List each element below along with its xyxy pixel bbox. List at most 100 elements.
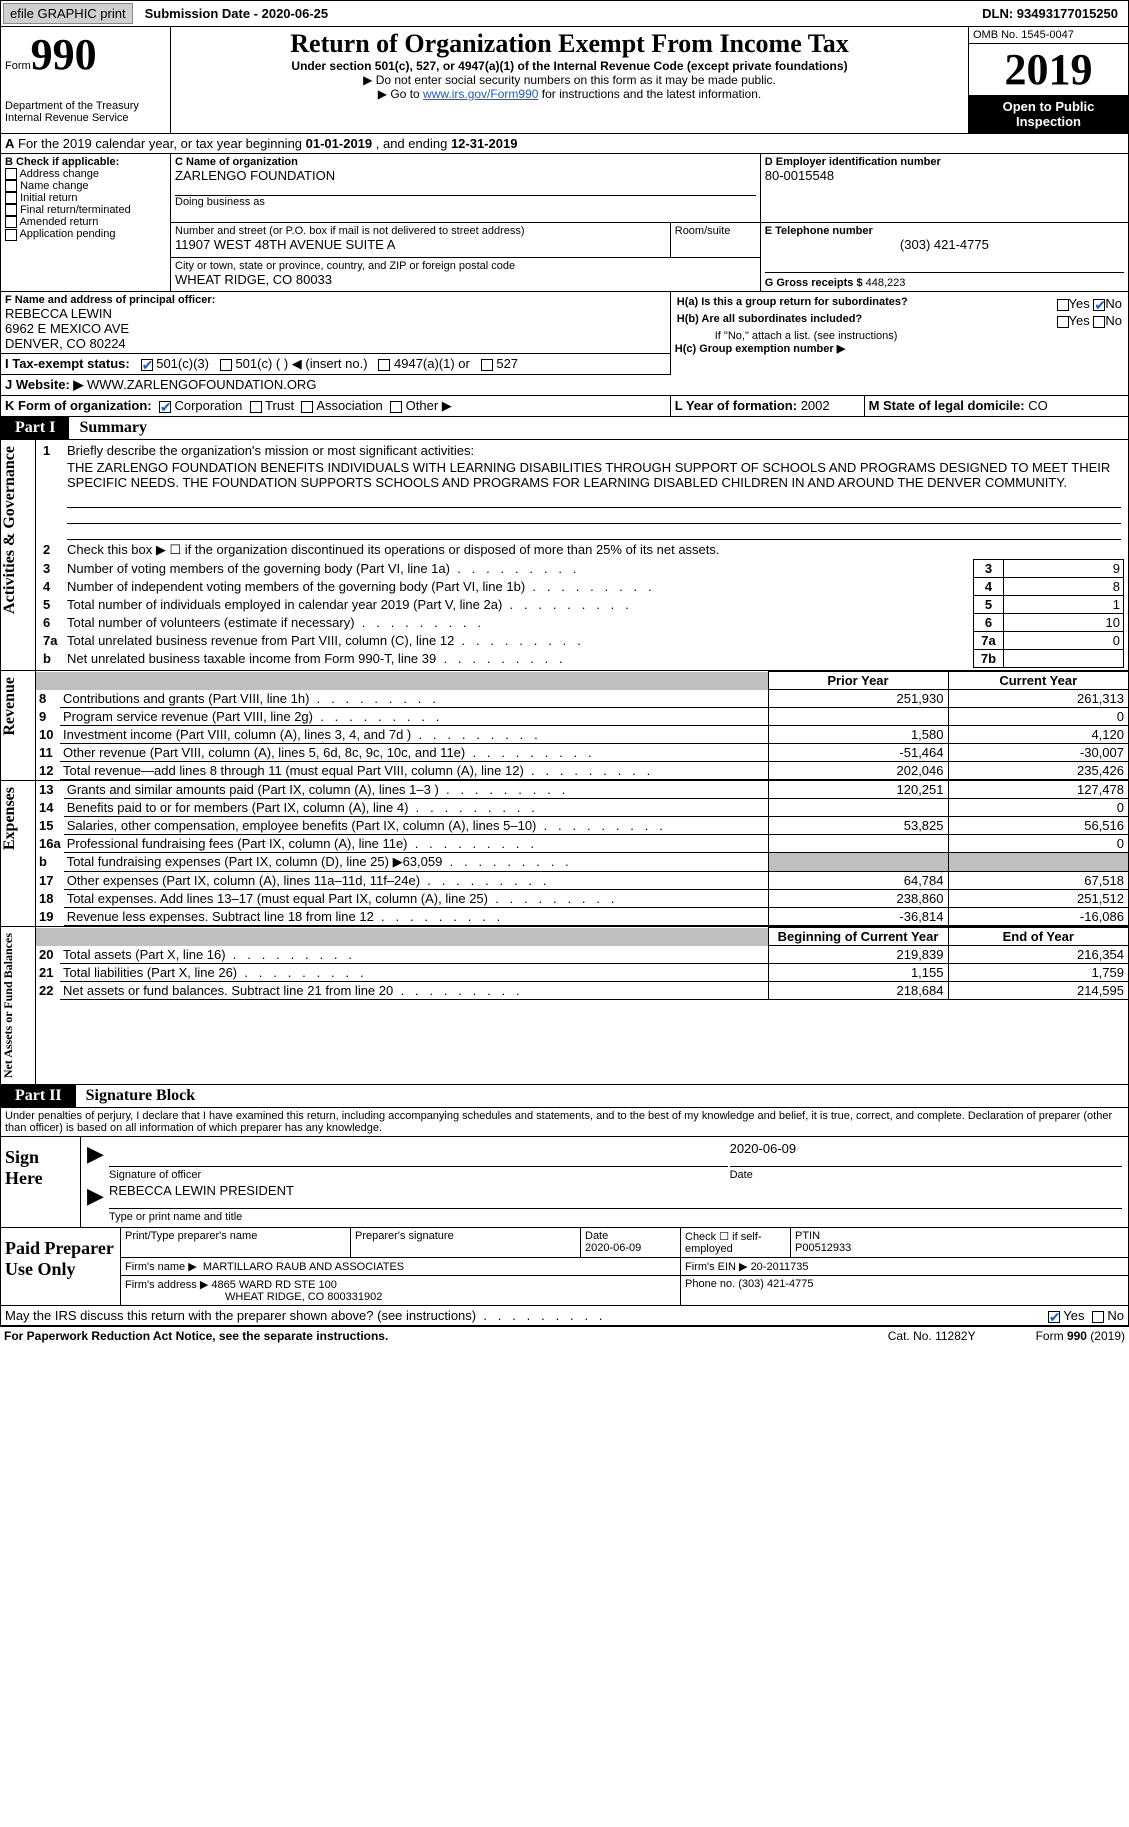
chk-amended-return[interactable] xyxy=(5,216,17,228)
chk-ha-no[interactable] xyxy=(1093,299,1105,311)
mission-text: THE ZARLENGO FOUNDATION BENEFITS INDIVID… xyxy=(64,459,1124,491)
part2-chip: Part II xyxy=(1,1085,76,1107)
part2-header: Part II Signature Block xyxy=(0,1085,1129,1108)
boy-header: Beginning of Current Year xyxy=(768,928,948,946)
governance-row: 6 Total number of volunteers (estimate i… xyxy=(40,614,1124,632)
chk-4947a1[interactable] xyxy=(378,359,390,371)
financial-row: 18 Total expenses. Add lines 13–17 (must… xyxy=(36,890,1128,908)
line2-discontinued: Check this box ▶ ☐ if the organization d… xyxy=(64,541,1124,559)
eoy-header: End of Year xyxy=(948,928,1128,946)
open-to-public: Open to Public Inspection xyxy=(969,95,1128,133)
sign-here-label: Sign Here xyxy=(1,1137,81,1228)
org-city: WHEAT RIDGE, CO 80033 xyxy=(175,272,756,287)
financial-row: 8 Contributions and grants (Part VIII, l… xyxy=(36,690,1128,708)
chk-501c[interactable] xyxy=(220,359,232,371)
chk-final-return[interactable] xyxy=(5,204,17,216)
governance-row: 5 Total number of individuals employed i… xyxy=(40,596,1124,614)
i-label: I Tax-exempt status: xyxy=(5,356,130,371)
governance-row: 3 Number of voting members of the govern… xyxy=(40,560,1124,578)
l-label: L Year of formation: xyxy=(675,398,797,413)
side-label-revenue: Revenue xyxy=(1,671,19,742)
sign-here-block: Sign Here ▶ 2020-06-09 Signature of offi… xyxy=(0,1137,1129,1228)
firm-ein: 20-2011735 xyxy=(751,1261,809,1273)
hb-note: If "No," attach a list. (see instruction… xyxy=(675,330,1124,342)
form990-link[interactable]: www.irs.gov/Form990 xyxy=(423,87,538,101)
form-subtitle: Under section 501(c), 527, or 4947(a)(1)… xyxy=(175,59,964,73)
k-label: K Form of organization: xyxy=(5,398,152,413)
pra-notice: For Paperwork Reduction Act Notice, see … xyxy=(4,1329,388,1343)
firm-phone: (303) 421-4775 xyxy=(738,1278,813,1290)
firm-addr1: 4865 WARD RD STE 100 xyxy=(211,1279,337,1291)
chk-501c3[interactable] xyxy=(141,359,153,371)
chk-corporation[interactable] xyxy=(159,401,171,413)
governance-row: 7a Total unrelated business revenue from… xyxy=(40,632,1124,650)
governance-section: Activities & Governance 1Briefly describ… xyxy=(0,440,1129,671)
phone-value: (303) 421-4775 xyxy=(765,237,1124,252)
chk-hb-yes[interactable] xyxy=(1057,316,1069,328)
chk-ha-yes[interactable] xyxy=(1057,299,1069,311)
governance-row: b Net unrelated business taxable income … xyxy=(40,650,1124,668)
hc-label: H(c) Group exemption number ▶ xyxy=(675,343,845,355)
form-word: Form xyxy=(5,60,31,72)
chk-association[interactable] xyxy=(301,401,313,413)
chk-name-change[interactable] xyxy=(5,180,17,192)
omb-number: OMB No. 1545-0047 xyxy=(969,27,1128,44)
officer-addr1: 6962 E MEXICO AVE xyxy=(5,321,666,336)
year-formation: 2002 xyxy=(801,398,830,413)
typed-name-label: Type or print name and title xyxy=(109,1211,1122,1223)
financial-row: 21 Total liabilities (Part X, line 26) 1… xyxy=(36,964,1128,982)
dba-label: Doing business as xyxy=(175,195,756,208)
form-page-id: Form 990 (2019) xyxy=(1036,1329,1125,1343)
part1-chip: Part I xyxy=(1,417,69,439)
chk-initial-return[interactable] xyxy=(5,192,17,204)
firm-name: MARTILLARO RAUB AND ASSOCIATES xyxy=(203,1261,404,1273)
g-label: G Gross receipts $ xyxy=(765,277,863,289)
firm-addr2: WHEAT RIDGE, CO 800331902 xyxy=(125,1291,382,1303)
preparer-date: 2020-06-09 xyxy=(585,1242,641,1254)
goto-line: ▶ Go to www.irs.gov/Form990 for instruct… xyxy=(175,87,964,101)
chk-discuss-yes[interactable] xyxy=(1048,1311,1060,1323)
submission-date: Submission Date - 2020-06-25 xyxy=(135,4,339,23)
financial-row: 19 Revenue less expenses. Subtract line … xyxy=(36,908,1128,926)
financial-row: 16a Professional fundraising fees (Part … xyxy=(36,835,1128,853)
page-footer: For Paperwork Reduction Act Notice, see … xyxy=(0,1326,1129,1345)
chk-other[interactable] xyxy=(390,401,402,413)
addr-label: Number and street (or P.O. box if mail i… xyxy=(175,225,666,237)
financial-row: 10 Investment income (Part VIII, column … xyxy=(36,726,1128,744)
city-label: City or town, state or province, country… xyxy=(175,260,756,272)
governance-row: 4 Number of independent voting members o… xyxy=(40,578,1124,596)
expenses-section: Expenses 13 Grants and similar amounts p… xyxy=(0,781,1129,927)
chk-527[interactable] xyxy=(481,359,493,371)
part2-title: Signature Block xyxy=(76,1085,206,1107)
financial-row: 12 Total revenue—add lines 8 through 11 … xyxy=(36,762,1128,780)
chk-application-pending[interactable] xyxy=(5,229,17,241)
efile-graphic-print-button[interactable]: efile GRAPHIC print xyxy=(3,3,133,24)
chk-discuss-no[interactable] xyxy=(1092,1311,1104,1323)
net-assets-section: Net Assets or Fund Balances Beginning of… xyxy=(0,927,1129,1085)
dept-label: Department of the Treasury xyxy=(5,100,166,112)
org-name: ZARLENGO FOUNDATION xyxy=(175,168,756,183)
financial-row: 15 Salaries, other compensation, employe… xyxy=(36,817,1128,835)
ha-label: H(a) Is this a group return for subordin… xyxy=(677,296,908,308)
chk-hb-no[interactable] xyxy=(1093,316,1105,328)
chk-address-change[interactable] xyxy=(5,168,17,180)
current-year-header: Current Year xyxy=(948,672,1128,690)
chk-trust[interactable] xyxy=(250,401,262,413)
financial-row: 22 Net assets or fund balances. Subtract… xyxy=(36,982,1128,1000)
paid-preparer-label: Paid Preparer Use Only xyxy=(1,1228,121,1306)
preparer-sig-label: Preparer's signature xyxy=(351,1228,581,1258)
side-label-governance: Activities & Governance xyxy=(1,440,19,620)
side-label-expenses: Expenses xyxy=(1,781,19,856)
financial-row: 17 Other expenses (Part IX, column (A), … xyxy=(36,872,1128,890)
paid-preparer-block: Paid Preparer Use Only Print/Type prepar… xyxy=(0,1228,1129,1306)
e-label: E Telephone number xyxy=(765,225,873,237)
gross-receipts: 448,223 xyxy=(866,277,906,289)
financial-row: 14 Benefits paid to or for members (Part… xyxy=(36,799,1128,817)
typed-name-value: REBECCA LEWIN PRESIDENT xyxy=(109,1183,1122,1209)
d-label: D Employer identification number xyxy=(765,156,941,168)
part1-title: Summary xyxy=(69,417,157,439)
form-header: Form990 Department of the Treasury Inter… xyxy=(0,27,1129,134)
perjury-statement: Under penalties of perjury, I declare th… xyxy=(0,1108,1129,1137)
hb-label: H(b) Are all subordinates included? xyxy=(677,313,862,325)
section-b-label: B Check if applicable: xyxy=(5,156,119,168)
